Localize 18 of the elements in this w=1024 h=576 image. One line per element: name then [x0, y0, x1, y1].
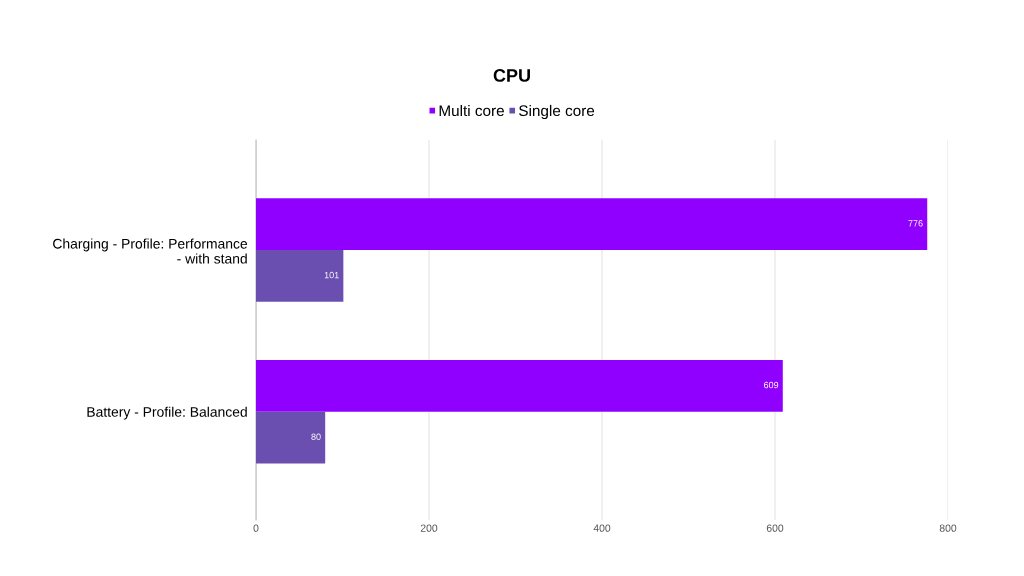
legend-label: Single core: [519, 104, 595, 120]
x-tick-label: 600: [766, 524, 784, 532]
y-tick-label: Charging - Profile: Performance - with stand: [53, 238, 248, 264]
chart-subtitle: CPU: [493, 69, 530, 82]
x-tick-label: 400: [593, 524, 611, 532]
data-label: 80: [311, 433, 321, 440]
data-label: 776: [908, 220, 923, 227]
bar: [256, 198, 928, 250]
bar: [256, 249, 344, 302]
data-label: 101: [324, 271, 339, 279]
x-tick-label: 800: [939, 524, 957, 532]
x-tick-label: 0: [253, 524, 259, 532]
x-tick-label: 200: [420, 524, 438, 532]
bar: [256, 411, 326, 464]
bar: [256, 359, 783, 412]
y-tick-label: Battery - Profile: Balanced: [87, 406, 247, 420]
data-label: 609: [764, 381, 779, 389]
legend-label: Multi core: [439, 104, 504, 117]
